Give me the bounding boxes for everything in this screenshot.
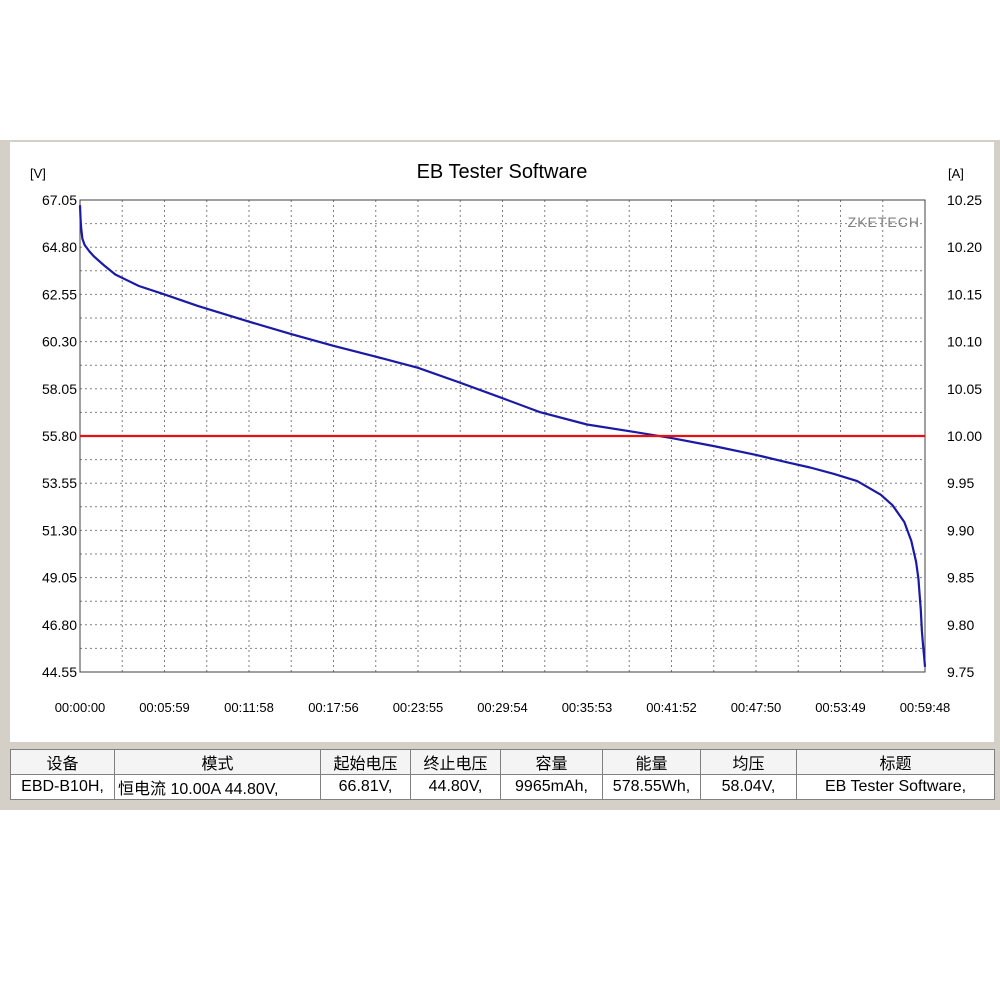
header-start-voltage: 起始电压 <box>320 749 411 775</box>
cell-end-voltage: 44.80V, <box>410 774 501 800</box>
y-tick-label: 60.30 <box>42 334 77 350</box>
cell-avg-voltage: 58.04V, <box>700 774 797 800</box>
y2-tick-label: 10.20 <box>947 239 982 255</box>
y-tick-label: 58.05 <box>42 381 77 397</box>
y2-tick-label: 9.80 <box>947 617 974 633</box>
y2-tick-label: 9.75 <box>947 664 974 680</box>
header-device: 设备 <box>10 749 115 775</box>
y-tick-label: 46.80 <box>42 617 77 633</box>
y-tick-label: 53.55 <box>42 475 77 491</box>
y-tick-label: 55.80 <box>42 428 77 444</box>
x-tick-label: 00:17:56 <box>308 700 359 715</box>
cell-energy: 578.55Wh, <box>602 774 701 800</box>
right-unit-label: [A] <box>948 166 964 181</box>
y2-tick-label: 9.90 <box>947 522 974 538</box>
left-unit-label: [V] <box>30 166 46 181</box>
x-tick-label: 00:00:00 <box>55 700 106 715</box>
y-tick-label: 67.05 <box>42 192 77 208</box>
x-tick-label: 00:11:58 <box>224 700 274 715</box>
table-row: EBD-B10H, 恒电流 10.00A 44.80V, 66.81V, 44.… <box>10 774 995 800</box>
y2-tick-label: 10.05 <box>947 381 982 397</box>
chart-title: EB Tester Software <box>417 161 588 183</box>
header-energy: 能量 <box>602 749 701 775</box>
x-tick-label: 00:29:54 <box>477 700 528 715</box>
cell-mode: 恒电流 10.00A 44.80V, <box>114 774 321 800</box>
y-tick-label: 44.55 <box>42 664 77 680</box>
cell-device: EBD-B10H, <box>10 774 115 800</box>
y-tick-label: 64.80 <box>42 239 77 255</box>
voltage-series-line <box>78 205 927 667</box>
y2-tick-label: 10.00 <box>947 428 982 444</box>
x-tick-label: 00:41:52 <box>646 700 697 715</box>
header-title: 标题 <box>796 749 995 775</box>
header-mode: 模式 <box>114 749 321 775</box>
x-tick-label: 00:23:55 <box>393 700 444 715</box>
y2-tick-label: 10.25 <box>947 192 982 208</box>
y-tick-label: 62.55 <box>42 286 77 302</box>
test-info-table: 设备 模式 起始电压 终止电压 容量 能量 均压 标题 EBD-B10H, 恒电… <box>10 749 995 800</box>
header-avg-voltage: 均压 <box>700 749 797 775</box>
y2-tick-label: 9.95 <box>947 475 974 491</box>
header-end-voltage: 终止电压 <box>410 749 501 775</box>
y-tick-label: 49.05 <box>42 570 77 586</box>
cell-title: EB Tester Software, <box>796 774 995 800</box>
cell-start-voltage: 66.81V, <box>320 774 411 800</box>
x-tick-label: 00:05:59 <box>139 700 190 715</box>
x-tick-label: 00:59:48 <box>900 700 951 715</box>
cell-capacity: 9965mAh, <box>500 774 603 800</box>
y2-tick-label: 9.85 <box>947 570 974 586</box>
x-tick-label: 00:47:50 <box>731 700 782 715</box>
table-header-row: 设备 模式 起始电压 终止电压 容量 能量 均压 标题 <box>10 749 995 775</box>
y2-tick-label: 10.10 <box>947 334 982 350</box>
watermark-text: ZKETECH <box>848 214 920 230</box>
x-tick-label: 00:53:49 <box>815 700 866 715</box>
y-tick-label: 51.30 <box>42 522 77 538</box>
y2-tick-label: 10.15 <box>947 286 982 302</box>
header-capacity: 容量 <box>500 749 603 775</box>
x-tick-label: 00:35:53 <box>562 700 613 715</box>
